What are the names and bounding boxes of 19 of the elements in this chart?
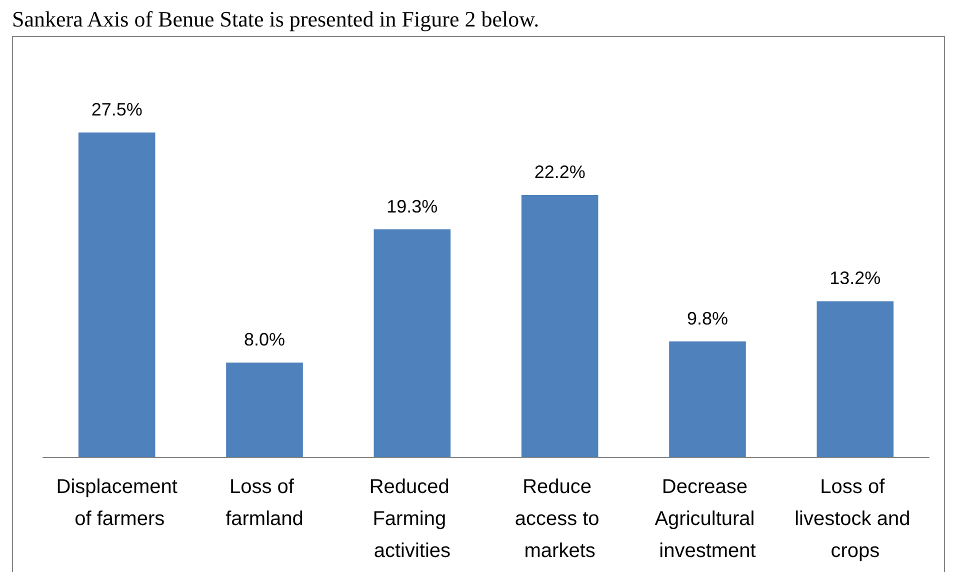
bar [78,132,156,457]
data-label: 13.2% [830,268,881,288]
data-label: 19.3% [386,196,438,216]
bar [521,195,598,457]
x-tick-label: Reduced Farming activities [369,476,455,562]
x-tick-label: Displacement of farmers [56,476,178,530]
bar [669,341,746,457]
text: Sankera Axis of Benue State is presented in Figure 2 below. [12,6,540,32]
x-tick-label: Loss of livestock and crops [794,476,916,562]
x-tick-label: Reduce access to markets [514,476,605,562]
bar [816,301,894,457]
data-label: 8.0% [244,330,286,350]
x-tick-label: Decrease Agricultural investment [654,476,760,562]
bar [374,229,451,457]
x-tick-label: Loss of farmland [226,476,304,530]
data-label: 9.8% [686,308,728,328]
bar [226,362,303,457]
data-label: 22.2% [534,162,586,182]
data-label: 27.5% [91,100,142,120]
